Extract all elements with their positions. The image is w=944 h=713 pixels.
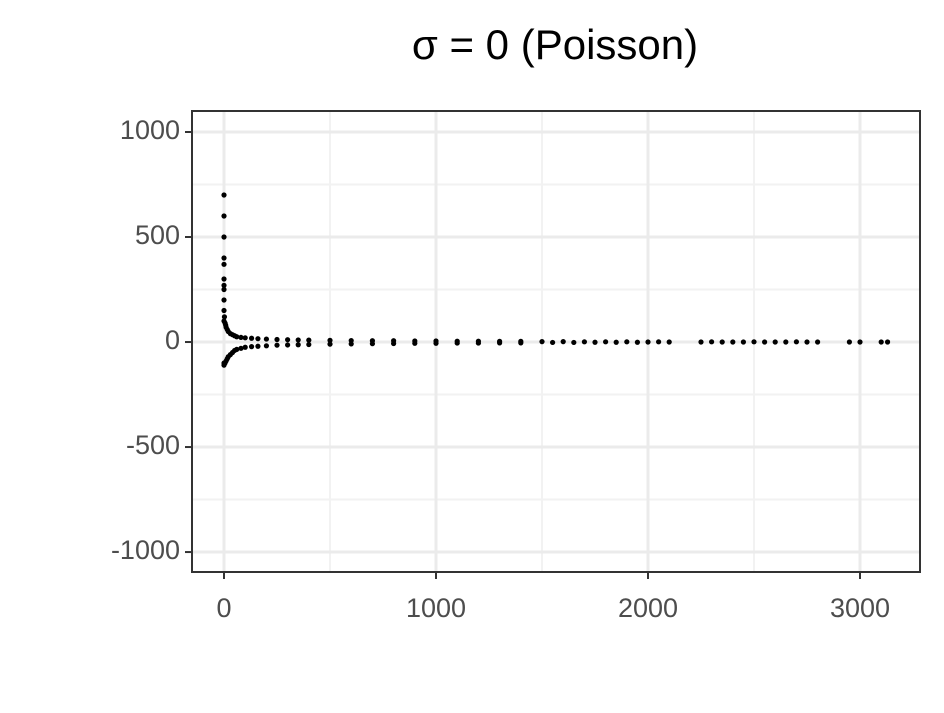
point [740,339,747,345]
point [221,276,227,282]
point [255,343,261,349]
point [656,339,662,345]
plot-border [191,110,921,573]
point [274,336,280,343]
point [624,339,630,345]
point [878,339,884,345]
point [242,335,248,341]
point [762,339,768,345]
point [613,339,619,345]
point [221,261,227,267]
point [274,342,280,348]
point [238,345,244,351]
point [539,339,545,345]
point [751,339,757,345]
point [454,340,460,346]
point [884,339,891,345]
point [846,339,853,345]
y-tick-label: -500 [126,430,180,460]
point [783,339,789,345]
point [348,341,354,347]
point [475,340,482,346]
point [433,340,439,346]
point [248,335,255,341]
point [592,339,598,345]
x-tick-label: 1000 [406,593,466,623]
point [518,340,524,346]
y-tick-label: -1000 [111,535,180,565]
point [221,282,227,288]
point [221,192,227,198]
point [295,337,301,343]
point [550,339,556,346]
point [295,342,301,348]
point [255,336,261,342]
point [285,337,291,343]
point [804,339,810,345]
x-tick-label: 2000 [618,593,678,623]
y-tick-label: 500 [135,220,180,250]
y-tick-label: 1000 [120,115,180,145]
point [221,286,227,293]
point [815,339,821,345]
x-tick-label: 0 [216,593,231,623]
point [221,297,227,303]
point [603,339,609,345]
point [238,334,244,341]
point [730,339,736,345]
point [263,343,270,349]
y-tick-label: 0 [165,325,180,355]
point [412,340,418,346]
point [857,339,863,345]
point [234,346,240,352]
point [581,339,588,345]
point [306,337,312,343]
chart-title: σ = 0 (Poisson) [412,21,698,68]
point [221,307,227,314]
point [634,339,641,345]
point [772,339,778,345]
x-tick-label: 3000 [830,593,890,623]
point [497,340,503,346]
point [327,337,333,343]
point [571,339,577,346]
point [234,334,240,340]
point [263,336,270,342]
point [793,339,800,345]
point [306,341,312,348]
point [698,339,704,345]
point [709,339,715,345]
point [719,339,725,345]
point [248,344,255,350]
point [369,341,376,347]
point [221,213,227,219]
point [391,340,397,347]
point [242,344,248,350]
point [285,342,291,348]
point [645,339,651,345]
point [221,234,227,240]
point [327,341,333,347]
point [221,314,228,320]
point [666,339,672,345]
point [221,255,227,261]
point [560,339,566,345]
